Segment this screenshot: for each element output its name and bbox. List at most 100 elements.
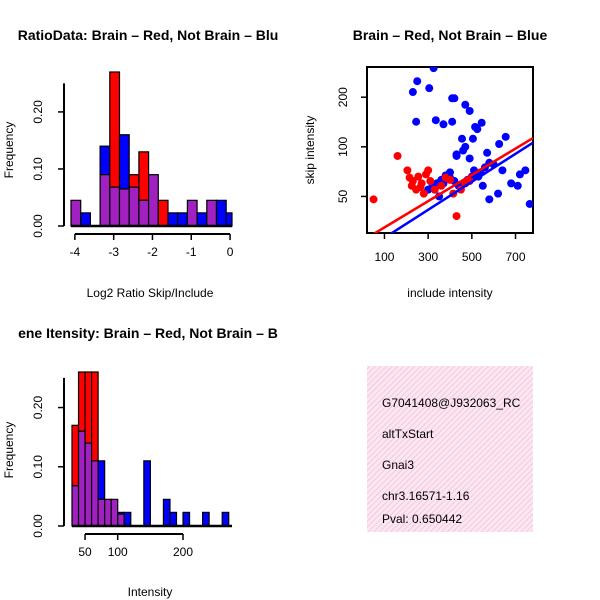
x-tick-label: 50 <box>78 545 92 559</box>
histogram-bar-top <box>84 371 93 444</box>
scatter-point-not-brain <box>461 100 470 109</box>
scatter-point-not-brain <box>468 134 477 143</box>
ratio-histogram-title: RatioData: Brain – Red, Not Brain – Blu <box>18 27 279 43</box>
info-pval: Pval: 0.650442 <box>382 512 462 526</box>
scatter-point-not-brain <box>513 181 522 190</box>
histogram-bar-top <box>123 511 132 527</box>
histogram-bar-top <box>90 371 99 462</box>
x-tick-label: -4 <box>70 245 81 259</box>
info-event-id: G7041408@J932063_RC <box>382 396 521 410</box>
info-panel: G7041408@J932063_RC altTxStart Gnai3 chr… <box>367 366 533 532</box>
y-tick-label: 0.10 <box>31 157 45 181</box>
y-tick-label: 50 <box>336 189 350 203</box>
histogram-bar-top <box>138 151 150 201</box>
scatter-point-brain <box>369 195 378 204</box>
scatter-point-brain <box>446 175 454 184</box>
scatter-point-not-brain <box>485 195 494 204</box>
intensity-scatter-title: Brain – Red, Not Brain – Blue <box>353 27 548 43</box>
histogram-bar-top <box>118 134 130 190</box>
histogram-bar-top <box>162 498 171 527</box>
scatter-point-not-brain <box>501 132 510 141</box>
x-tick-label: 700 <box>506 250 526 264</box>
scatter-point-not-brain <box>473 125 482 134</box>
scatter-frame <box>366 66 534 234</box>
histogram-bar-overlap <box>99 174 111 227</box>
scatter-point-not-brain <box>413 77 422 86</box>
scatter-point-not-brain <box>494 189 503 198</box>
x-tick-label: 300 <box>418 250 438 264</box>
scatter-point-not-brain <box>429 67 438 73</box>
histogram-bar-overlap <box>84 442 93 527</box>
scatter-point-brain <box>424 166 433 175</box>
scatter-point-not-brain <box>448 117 457 126</box>
scatter-point-not-brain <box>431 116 440 125</box>
histogram-bar-overlap <box>70 199 82 227</box>
scatter-point-not-brain <box>465 154 474 163</box>
histogram-bar-overlap <box>138 199 150 227</box>
scatter-point-brain <box>452 212 461 221</box>
ratio-histogram-xlabel: Log2 Ratio Skip/Include <box>87 286 214 300</box>
histogram-bar-overlap <box>90 460 99 527</box>
scatter-point-brain <box>430 185 439 194</box>
info-gene: Gnai3 <box>382 458 414 472</box>
x-tick-label: 100 <box>374 250 394 264</box>
scatter-point-brain <box>419 189 428 198</box>
histogram-bar-overlap <box>71 485 80 527</box>
info-panel-background <box>367 366 533 532</box>
scatter-point-not-brain <box>515 170 524 179</box>
scatter-point-not-brain <box>459 146 468 155</box>
histogram-bar-overlap <box>110 498 119 527</box>
x-tick-label: -1 <box>186 245 197 259</box>
histogram-bar-overlap <box>128 186 140 227</box>
histogram-bar-overlap <box>206 199 218 227</box>
y-tick-label: 0.00 <box>31 214 45 238</box>
x-tick-label: -2 <box>147 245 158 259</box>
histogram-bar-top <box>99 145 111 176</box>
scatter-point-brain <box>414 172 423 181</box>
histogram-bar-top <box>157 199 169 227</box>
histogram-bar-top <box>143 460 151 527</box>
scatter-point-not-brain <box>498 166 507 175</box>
intensity-scatter-ylabel: skip intensity <box>303 116 317 185</box>
histogram-bar-overlap <box>118 188 130 227</box>
y-tick-label: 200 <box>336 87 350 107</box>
histogram-bar-top <box>177 212 188 227</box>
intensity-histogram-ylabel: Frequency <box>2 422 16 479</box>
scatter-point-not-brain <box>452 150 461 159</box>
info-location: chr3.16571-1.16 <box>382 489 470 503</box>
x-tick-label: 200 <box>173 545 193 559</box>
scatter-point-not-brain <box>425 84 434 93</box>
histogram-bar-overlap <box>77 430 86 527</box>
histogram-bar-top <box>71 424 80 487</box>
histogram-bar-top <box>196 212 208 227</box>
histogram-bar-top <box>80 212 91 227</box>
scatter-point-not-brain <box>408 88 417 97</box>
scatter-point-not-brain <box>412 117 421 126</box>
y-tick-label: 0.00 <box>31 514 45 538</box>
histogram-bar-top <box>182 511 191 527</box>
scatter-point-not-brain <box>478 181 487 190</box>
x-tick-label: 100 <box>108 545 128 559</box>
scatter-point-brain <box>393 151 402 160</box>
scatter-point-not-brain <box>495 140 504 149</box>
histogram-bar-top <box>167 212 179 227</box>
info-event-type: altTxStart <box>382 427 434 441</box>
x-tick-label: 0 <box>227 245 234 259</box>
histogram-bar-overlap <box>97 498 106 527</box>
histogram-bar-top <box>225 212 233 227</box>
histogram-bar-overlap <box>109 186 121 227</box>
scatter-point-brain <box>426 177 435 186</box>
scatter-point-not-brain <box>439 120 448 129</box>
histogram-bar-top <box>169 511 178 527</box>
scatter-point-not-brain <box>507 179 516 188</box>
fit-line-not-brain <box>389 141 533 233</box>
y-tick-label: 0.20 <box>31 100 45 124</box>
histogram-bar-overlap <box>147 174 159 227</box>
histogram-bar-top <box>97 460 106 500</box>
histogram-bar-top <box>128 174 140 188</box>
scatter-point-brain <box>437 181 446 190</box>
intensity-scatter-xlabel: include intensity <box>407 286 492 300</box>
scatter-point-not-brain <box>458 134 467 143</box>
intensity-histogram: ene Itensity: Brain – Red, Not Brain – B… <box>2 325 278 599</box>
